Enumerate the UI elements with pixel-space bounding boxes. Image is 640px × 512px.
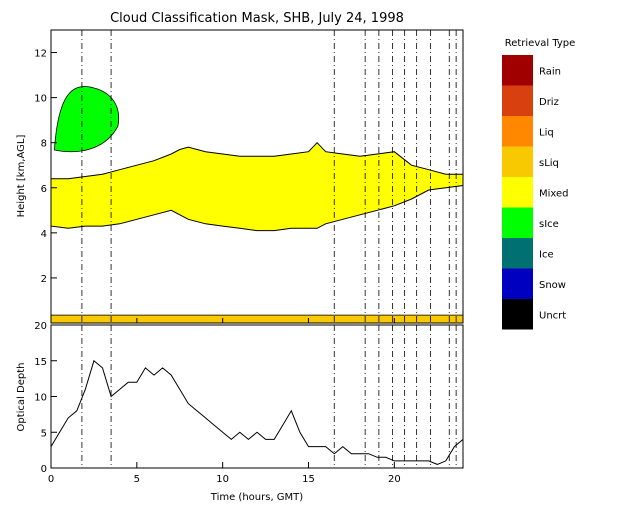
height-tick-label: 12 [34, 49, 47, 60]
legend-label: Driz [539, 97, 559, 108]
optical-depth-panel: 0 5 10 15 20 0 5 10 15 20 Optical Depth Time (ho… [16, 318, 464, 503]
legend-items: Rain Driz Liq sLiq Mixed sIce Ice Snow Uncrt [502, 55, 569, 330]
optical-depth-tick-label: 10 [34, 393, 47, 404]
time-tick-label: 0 [48, 474, 54, 485]
optical-depth-tick-label: 5 [41, 428, 47, 439]
optical-depth-frame [50, 324, 464, 469]
height-tick-label: 2 [41, 274, 47, 285]
height-tick-label: 10 [34, 94, 47, 105]
optical-depth-axis-label: Optical Depth [16, 363, 27, 432]
cloud-mask-layers [50, 86, 464, 324]
optical-depth-line [50, 359, 464, 465]
legend-label: Liq [539, 127, 554, 138]
height-tick-label: 4 [41, 229, 47, 240]
vertical-markers [81, 30, 457, 323]
surface-liquid-layer [50, 314, 464, 324]
optical-depth-tick-label: 20 [34, 321, 47, 332]
legend-swatch [502, 299, 533, 330]
legend-swatch [502, 177, 533, 208]
legend-swatch [502, 116, 533, 147]
height-tick-label: 8 [41, 139, 47, 150]
cloud-mask-frame [50, 29, 464, 324]
legend-label: Snow [539, 280, 566, 291]
legend-label: sLiq [539, 158, 559, 169]
legend-swatch [502, 207, 533, 238]
legend-label: Ice [539, 249, 554, 260]
vertical-markers-lower [81, 325, 457, 468]
legend-label: Rain [539, 66, 561, 77]
mixed-cloud-layer [50, 141, 464, 232]
height-ticks: 2 4 6 8 10 12 [34, 49, 57, 285]
legend-label: Uncrt [539, 310, 566, 321]
optical-depth-ticks: 0 5 10 15 20 [34, 321, 57, 475]
legend-swatch [502, 268, 533, 299]
time-tick-label: 15 [302, 474, 315, 485]
time-ticks: 0 5 10 15 20 [48, 318, 401, 485]
legend-label: Mixed [539, 188, 569, 199]
time-tick-label: 5 [134, 474, 140, 485]
time-axis-label: Time (hours, GMT) [210, 492, 304, 503]
legend-swatch [502, 85, 533, 116]
height-tick-label: 6 [41, 184, 47, 195]
optical-depth-tick-label: 0 [41, 464, 47, 475]
chart-title: Cloud Classification Mask, SHB, July 24,… [110, 11, 404, 26]
legend-label: sIce [539, 219, 559, 230]
cloud-mask-panel: 2 4 6 8 10 12 Height [km,AGL] [16, 29, 464, 324]
time-tick-label: 20 [388, 474, 401, 485]
legend-swatch [502, 55, 533, 86]
legend-swatch [502, 238, 533, 269]
optical-depth-tick-label: 15 [34, 357, 47, 368]
time-tick-label: 10 [216, 474, 229, 485]
ice-cloud-region [54, 86, 120, 153]
legend-title: Retrieval Type [505, 38, 576, 49]
height-axis-label: Height [km,AGL] [16, 135, 27, 218]
legend-swatch [502, 146, 533, 177]
retrieval-type-legend: Retrieval Type Rain Driz Liq sLiq Mixed sIce I… [502, 38, 575, 330]
